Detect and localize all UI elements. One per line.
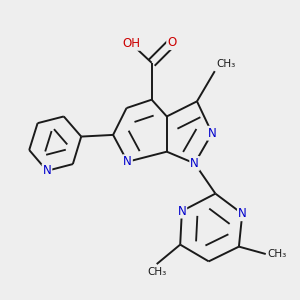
Text: N: N	[123, 155, 132, 168]
Text: N: N	[43, 164, 51, 177]
Text: CH₃: CH₃	[267, 249, 287, 259]
Text: N: N	[208, 127, 216, 140]
Text: N: N	[178, 205, 186, 218]
Text: O: O	[167, 36, 176, 49]
Text: N: N	[190, 157, 199, 170]
Text: N: N	[238, 207, 247, 220]
Text: OH: OH	[122, 37, 140, 50]
Text: CH₃: CH₃	[216, 59, 236, 70]
Text: CH₃: CH₃	[147, 267, 166, 278]
